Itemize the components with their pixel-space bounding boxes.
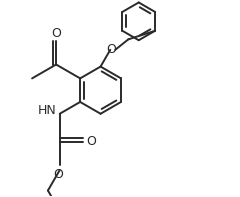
Text: O: O (107, 43, 117, 56)
Text: O: O (86, 135, 96, 148)
Text: O: O (51, 27, 61, 40)
Text: HN: HN (38, 104, 57, 117)
Text: O: O (54, 168, 63, 181)
